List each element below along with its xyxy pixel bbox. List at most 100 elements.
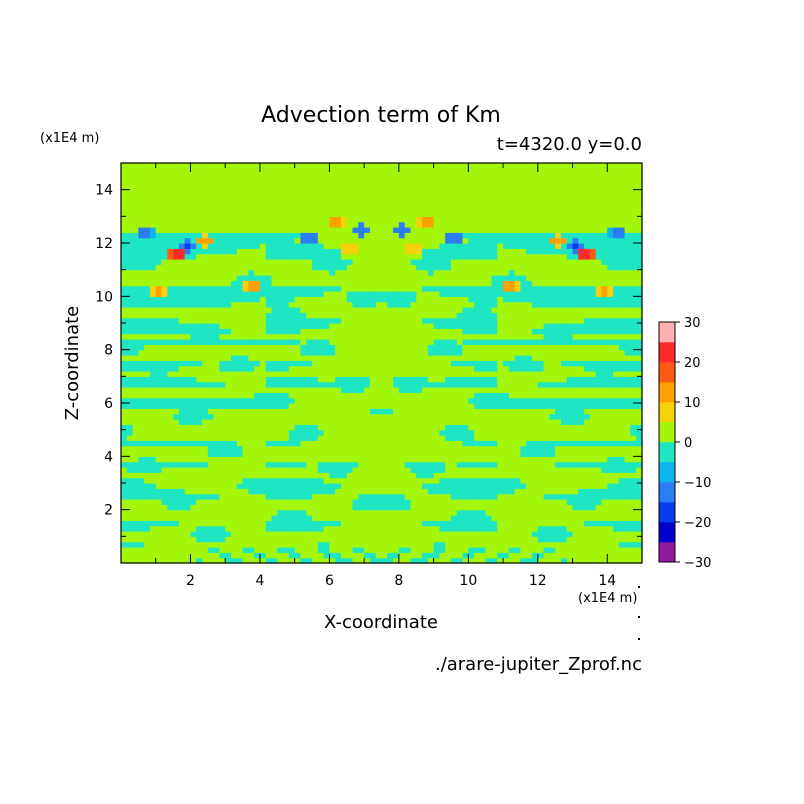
field-cell (456, 163, 464, 169)
field-cell (294, 301, 302, 308)
field-cell (138, 504, 145, 511)
field-cell (474, 189, 481, 196)
field-cell (485, 493, 493, 500)
field-cell (398, 408, 406, 415)
field-cell (317, 211, 325, 217)
field-cell (161, 483, 168, 489)
field-cell (485, 312, 493, 319)
field-cell (450, 413, 458, 420)
field-cell (294, 451, 302, 457)
field-cell (445, 237, 452, 244)
field-cell (242, 168, 249, 175)
field-cell (283, 456, 290, 463)
field-cell (479, 472, 487, 479)
field-cell (358, 499, 365, 505)
field-cell (335, 200, 342, 207)
field-cell (364, 168, 371, 175)
field-cell (196, 552, 203, 559)
field-cell (312, 179, 319, 185)
field-cell (375, 221, 383, 228)
field-cell (340, 275, 348, 281)
field-cell (184, 365, 192, 372)
field-cell (346, 552, 354, 559)
field-cell (352, 179, 359, 185)
field-cell (306, 333, 313, 340)
field-cell (149, 515, 157, 521)
field-cell (485, 509, 493, 516)
field-cell (144, 520, 151, 527)
field-cell (393, 387, 400, 393)
field-cell (225, 195, 232, 201)
field-cell (167, 445, 174, 452)
field-cell (242, 285, 249, 292)
field-cell (213, 376, 221, 383)
field-cell (358, 301, 365, 308)
field-cell (271, 477, 278, 484)
field-cell (381, 243, 388, 249)
field-cell (288, 179, 296, 185)
field-cell (398, 179, 406, 185)
field-cell (416, 237, 423, 244)
field-cell (283, 200, 290, 207)
field-cell (265, 413, 273, 420)
field-cell (369, 189, 377, 196)
field-cell (121, 189, 128, 196)
field-cell (294, 275, 302, 281)
field-cell (271, 435, 278, 441)
field-cell (149, 296, 157, 303)
field-cell (178, 557, 186, 564)
field-cell (340, 189, 348, 196)
field-cell (416, 248, 423, 255)
field-cell (416, 429, 423, 436)
field-cell (225, 403, 232, 409)
field-cell (126, 413, 134, 420)
field-cell (161, 387, 168, 393)
field-cell (207, 339, 215, 345)
field-cell (190, 525, 197, 532)
field-cell (126, 195, 134, 201)
field-cell (132, 349, 139, 356)
field-cell (335, 323, 342, 329)
field-cell (410, 344, 417, 351)
field-cell (138, 205, 145, 212)
field-cell (207, 493, 215, 500)
field-cell (335, 408, 342, 415)
field-cell (300, 312, 307, 319)
field-cell (422, 488, 429, 495)
field-cell (294, 520, 302, 527)
field-cell (144, 328, 151, 335)
field-cell (427, 211, 435, 217)
field-cell (439, 344, 446, 351)
field-cell (462, 408, 469, 415)
field-cell (445, 520, 452, 527)
field-cell (167, 179, 174, 185)
field-cell (346, 312, 354, 319)
field-cell (375, 328, 383, 335)
field-cell (387, 355, 394, 361)
field-cell (358, 296, 365, 303)
field-cell (450, 397, 458, 404)
field-cell (121, 525, 128, 532)
field-cell (300, 440, 307, 447)
field-cell (456, 365, 464, 372)
field-cell (456, 317, 464, 324)
field-cell (167, 456, 174, 463)
field-cell (294, 179, 302, 185)
field-cell (248, 285, 255, 292)
field-cell (387, 221, 394, 228)
field-cell (265, 467, 273, 473)
field-cell (300, 291, 307, 297)
field-cell (248, 365, 255, 372)
field-cell (404, 211, 412, 217)
field-cell (398, 243, 406, 249)
field-cell (491, 419, 498, 425)
field-cell (317, 280, 325, 287)
field-cell (497, 381, 504, 388)
field-cell (317, 344, 325, 351)
field-cell (445, 365, 452, 372)
field-cell (317, 387, 325, 393)
field-cell (387, 195, 394, 201)
field-cell (479, 541, 487, 548)
field-cell (167, 488, 174, 495)
field-cell (167, 227, 174, 233)
